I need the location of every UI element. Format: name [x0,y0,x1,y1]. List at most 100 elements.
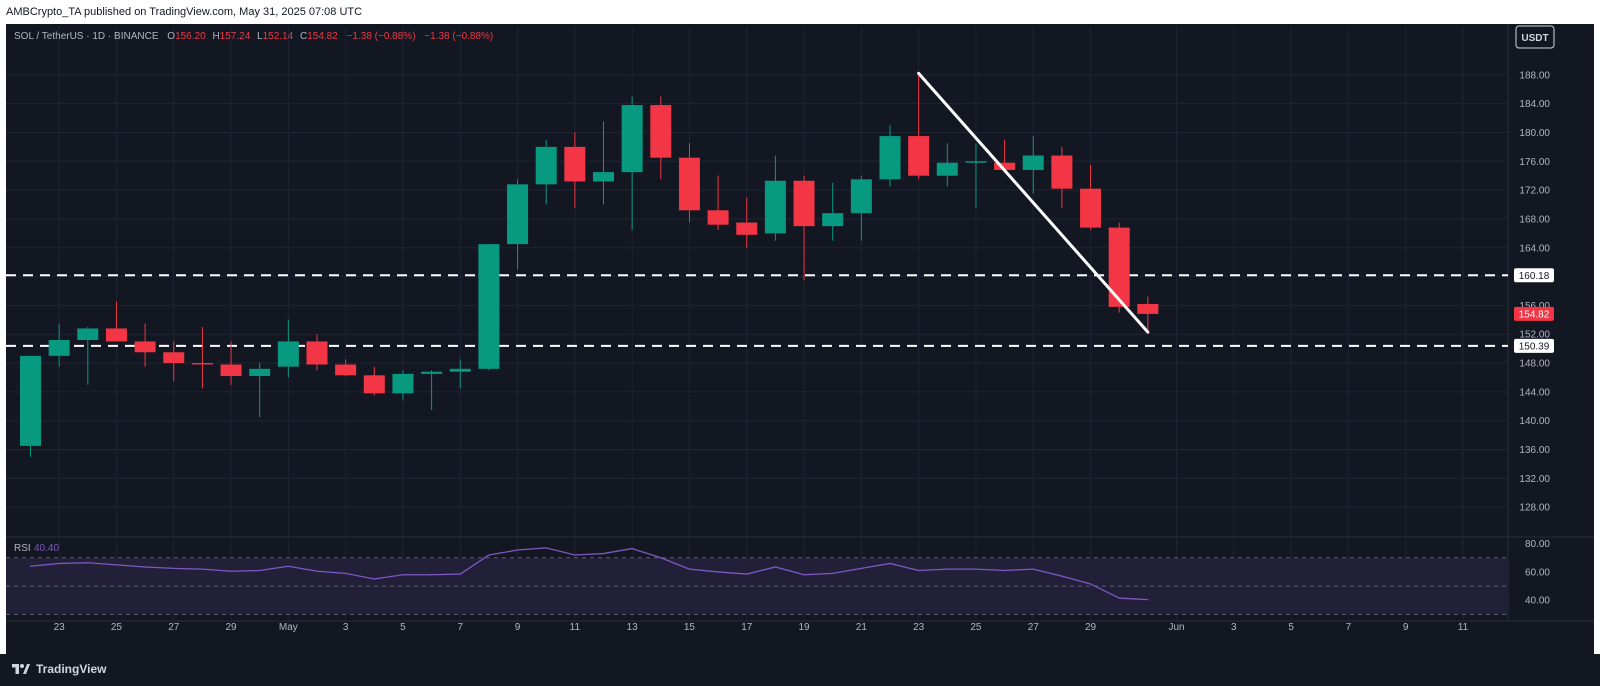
y-tick-label: 148.00 [1519,359,1550,370]
tradingview-logo[interactable]: TradingView [12,662,106,676]
y-tick-label: 180.00 [1519,128,1550,139]
candle-body [1108,227,1130,307]
rsi-point [259,569,261,572]
rsi-point [173,567,175,569]
candle-body [77,328,99,340]
x-tick-label: Jun [1168,622,1184,633]
rsi-point [746,573,748,575]
rsi-point [402,574,404,576]
candle [105,301,127,342]
candle [793,175,815,281]
rsi-point [602,552,605,555]
chart-area[interactable]: 188.00 184.00 180.00 176.00 172.00 168.00 164.… [6,24,1594,654]
y-tick-label: 164.00 [1519,243,1550,254]
x-tick-label: 23 [54,622,66,633]
candle [535,139,557,205]
candle [77,327,99,385]
candle-body [678,157,700,211]
candle [678,143,700,223]
candle [48,323,70,367]
candle-body [335,364,357,376]
rsi-point [287,565,289,567]
candle [879,125,901,187]
rsi-point [201,568,203,570]
horizontal-levels [6,274,1508,347]
rsi-point [516,549,519,551]
candle [593,121,614,205]
x-tick-label: 25 [970,622,982,633]
grid [6,24,1594,622]
y-tick-label: 172.00 [1519,186,1550,197]
candle-body [1137,303,1159,314]
currency-button-label: USDT [1521,33,1548,44]
rsi-point [345,572,347,574]
candle [850,175,872,241]
footer: TradingView [0,654,1600,686]
candle [736,197,758,248]
candle [507,179,529,270]
candle [449,359,471,389]
trendline-layer [917,71,1150,334]
y-tick-label: 140.00 [1519,416,1550,427]
y-tick-label: 168.00 [1519,214,1550,225]
rsi-point [58,562,60,565]
rsi-point [1118,597,1120,599]
candle [822,182,844,241]
x-tick-label: 7 [1346,622,1352,633]
candle [764,155,786,241]
candle [191,327,213,389]
candle [1080,164,1102,230]
candle-body [306,341,328,365]
rsi-point [688,568,691,570]
x-tick-label: 19 [798,622,810,633]
candle-body [564,146,586,182]
rsi-line [30,547,1148,601]
rsi-point [87,562,89,564]
x-tick-label: 5 [400,622,406,633]
currency-button[interactable]: USDT [1515,25,1555,49]
candle-body [363,375,385,394]
x-tick-label: 23 [913,622,925,633]
tradingview-logo-text: TradingView [36,662,107,676]
rsi-point [1004,569,1006,572]
candle-body [936,162,958,176]
rsi-point [115,564,118,566]
y-tick-label: 156.00 [1519,301,1550,312]
candle-body [249,368,271,377]
x-tick-label: 17 [741,622,753,633]
candle [707,175,729,230]
rsi-point [918,569,920,572]
rsi-point [1061,575,1063,577]
candle-body [277,341,299,367]
rsi-point [717,571,719,573]
rsi-point [631,548,633,550]
rsi-point [803,574,805,576]
x-tick-label: 5 [1288,622,1294,633]
x-tick-label: 15 [684,622,696,633]
rsi-point [832,572,834,574]
level-label: 160.18 [1519,271,1550,282]
candle [249,363,271,418]
rsi-point [29,565,32,567]
rsi-point [574,554,576,556]
candle [965,143,987,209]
x-tick-label: 11 [1458,622,1469,633]
price-chart[interactable]: 188.00 184.00 180.00 176.00 172.00 168.00 164.… [6,24,1594,654]
candle [335,359,357,377]
rsi-point [459,573,461,575]
candle-body [478,244,500,369]
rsi-point [488,554,490,556]
candle [1022,136,1044,194]
tradingview-logo-icon [12,664,30,674]
y-tick-label: 128.00 [1519,503,1550,514]
y-tick-label: 132.00 [1519,474,1550,485]
x-tick-label: 29 [225,622,237,633]
x-tick-label: 27 [1028,622,1040,633]
level-label-box [1514,338,1554,353]
candle [306,334,328,371]
rsi-point [975,568,977,570]
x-tick-label: 13 [627,622,639,633]
candle-body [191,363,213,365]
candle [564,132,586,209]
y-tick-label: 144.00 [1519,387,1550,398]
